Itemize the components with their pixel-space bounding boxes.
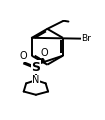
- Text: O: O: [20, 51, 28, 61]
- Text: S: S: [31, 61, 40, 74]
- Text: N: N: [32, 75, 40, 85]
- Text: O: O: [40, 48, 48, 58]
- Text: Br: Br: [81, 34, 91, 43]
